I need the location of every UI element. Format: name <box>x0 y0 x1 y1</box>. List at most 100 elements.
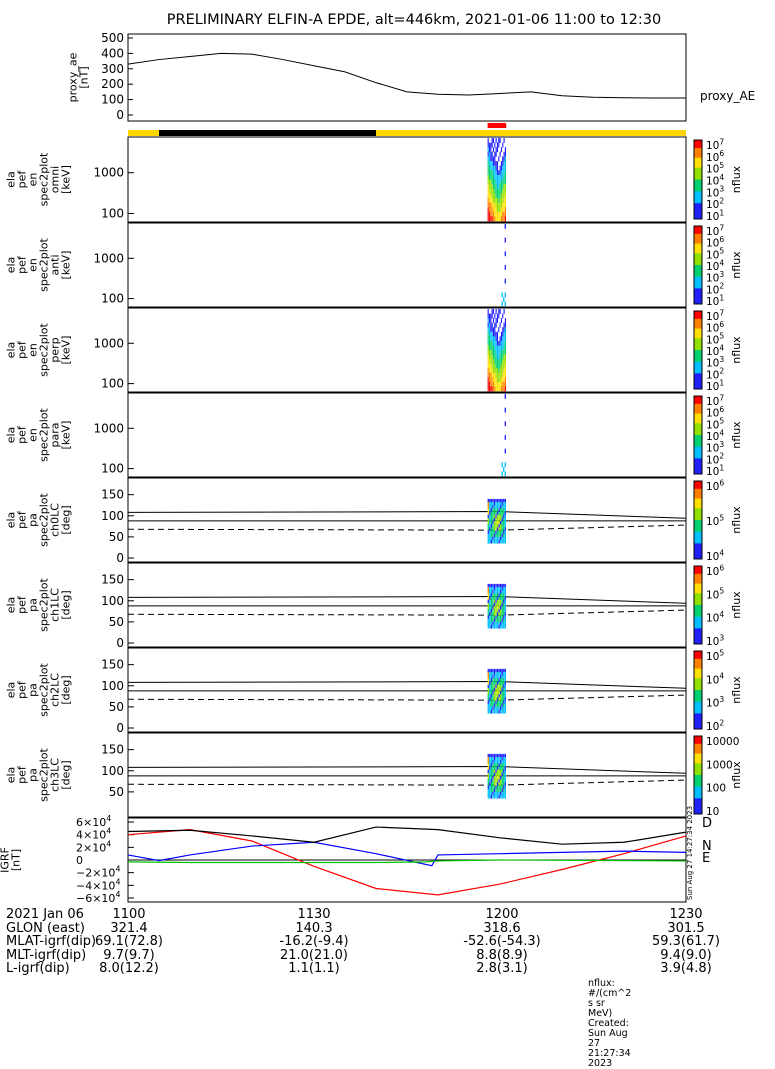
pa-cell <box>490 606 493 610</box>
pa-cell <box>504 606 506 610</box>
spectrogram-cell <box>488 313 491 319</box>
pa-cell <box>503 596 505 601</box>
colorbar-segment <box>694 701 702 705</box>
spectrogram-cell <box>500 381 503 387</box>
pa-cell <box>503 593 505 597</box>
pa-cell <box>496 508 499 512</box>
pa-cell <box>495 625 497 629</box>
pa-cell <box>493 524 496 528</box>
ela_pef_pa_spec2plot_ch3LC-ylabel-line: ela <box>5 767 18 784</box>
pa-cell <box>493 675 496 679</box>
spectrogram-cell <box>498 156 500 162</box>
colorbar-segment <box>694 280 702 284</box>
pa-cell <box>498 681 500 686</box>
pa-cell <box>492 524 494 528</box>
colorbar-segment <box>694 436 702 440</box>
spectrogram-cell <box>499 207 501 213</box>
spectrogram-cell <box>499 309 501 314</box>
pa-cell <box>495 599 497 604</box>
colorbar-segment <box>694 688 702 691</box>
spectrogram-cell <box>504 340 507 346</box>
colorbar-segment <box>694 462 702 465</box>
spectrogram-cell <box>488 211 491 217</box>
colorbar-segment <box>694 581 702 585</box>
pa-cell <box>500 593 502 597</box>
spectrogram-cell <box>495 207 497 213</box>
colorbar-frame <box>693 395 703 475</box>
spectrogram-cell <box>487 193 489 199</box>
spectrogram-cell <box>495 368 497 374</box>
pa-cell <box>500 609 502 613</box>
pa-cell <box>490 498 493 503</box>
spectrogram-cell <box>488 354 491 360</box>
colorbar-segment <box>694 587 702 590</box>
proxy-ae-line <box>127 52 686 99</box>
colorbar-segment <box>694 311 702 314</box>
spectrogram-cell <box>499 151 501 157</box>
pa-cell <box>501 684 503 689</box>
spectrogram-cell <box>500 363 503 369</box>
pa-cell <box>492 776 494 780</box>
footer-mlt: 21.0(21.0) <box>279 947 349 963</box>
pa-cell <box>490 625 493 629</box>
spectrogram-cell <box>487 156 489 162</box>
pa-cell <box>500 621 502 626</box>
colorbar-segment <box>694 290 702 293</box>
spectrogram-cell <box>502 377 504 383</box>
pa-cell <box>492 498 494 503</box>
spectrogram-cell <box>491 216 493 222</box>
ela_pef_en_spec2plot_para-ylabel-line: [keV] <box>60 421 73 450</box>
colorbar-segment <box>694 547 702 550</box>
spectrogram-cell <box>496 336 499 342</box>
spectrogram-cell <box>503 216 505 222</box>
pa-cell <box>495 606 497 610</box>
y-tick-label: 1000 <box>93 251 124 265</box>
footer-glon: 140.3 <box>295 920 333 936</box>
spectrogram-cell <box>500 202 503 208</box>
y-tick-label: 100 <box>101 292 124 306</box>
spectrogram-cell <box>488 381 491 387</box>
spectrogram-cell <box>504 448 506 454</box>
colorbar-segment <box>694 589 702 592</box>
colorbar-segment <box>694 632 702 635</box>
pa-cell <box>490 527 493 531</box>
colorbar-segment <box>694 300 702 303</box>
spectrogram-cell <box>503 193 505 199</box>
colorbar-segment <box>694 512 702 515</box>
pa-cell <box>503 772 505 777</box>
spectrogram-cell <box>503 386 505 392</box>
spectrogram-cell <box>500 318 503 323</box>
pa-cell <box>500 694 502 698</box>
pa-cell <box>495 511 497 516</box>
pa-cell <box>493 697 496 701</box>
ela_pef_pa_spec2plot_ch0LC-ylabel-line: pa <box>27 513 40 527</box>
pa-cell <box>498 795 500 799</box>
colorbar-tick-label: 10000 <box>706 736 739 748</box>
spectrogram-cell <box>488 202 491 208</box>
pa-cell <box>492 697 494 701</box>
pa-cell <box>493 517 496 522</box>
colorbar-segment <box>694 527 702 531</box>
pa-cell <box>504 691 506 695</box>
pa-cell <box>500 757 502 761</box>
pa-cell <box>487 530 489 535</box>
colorbar-segment <box>694 201 702 204</box>
spectrogram-cell <box>487 363 489 369</box>
pa-cell <box>489 668 491 673</box>
footer-l: 3.9(4.8) <box>660 961 712 976</box>
pa-cell <box>493 587 496 591</box>
colorbar-segment <box>694 187 702 190</box>
pa-cell <box>503 508 505 512</box>
panel-frame <box>127 647 687 733</box>
pa-cell <box>493 766 496 771</box>
colorbar-segment <box>694 145 702 149</box>
colorbar-segment <box>694 458 702 461</box>
colorbar-segment <box>694 616 702 620</box>
spectrogram-cell <box>494 161 496 166</box>
pa-cell <box>503 621 505 626</box>
colorbar-segment <box>694 379 702 382</box>
colorbar-segment <box>694 638 702 641</box>
colorbar-segment <box>694 442 702 446</box>
pa-cell <box>492 710 494 714</box>
